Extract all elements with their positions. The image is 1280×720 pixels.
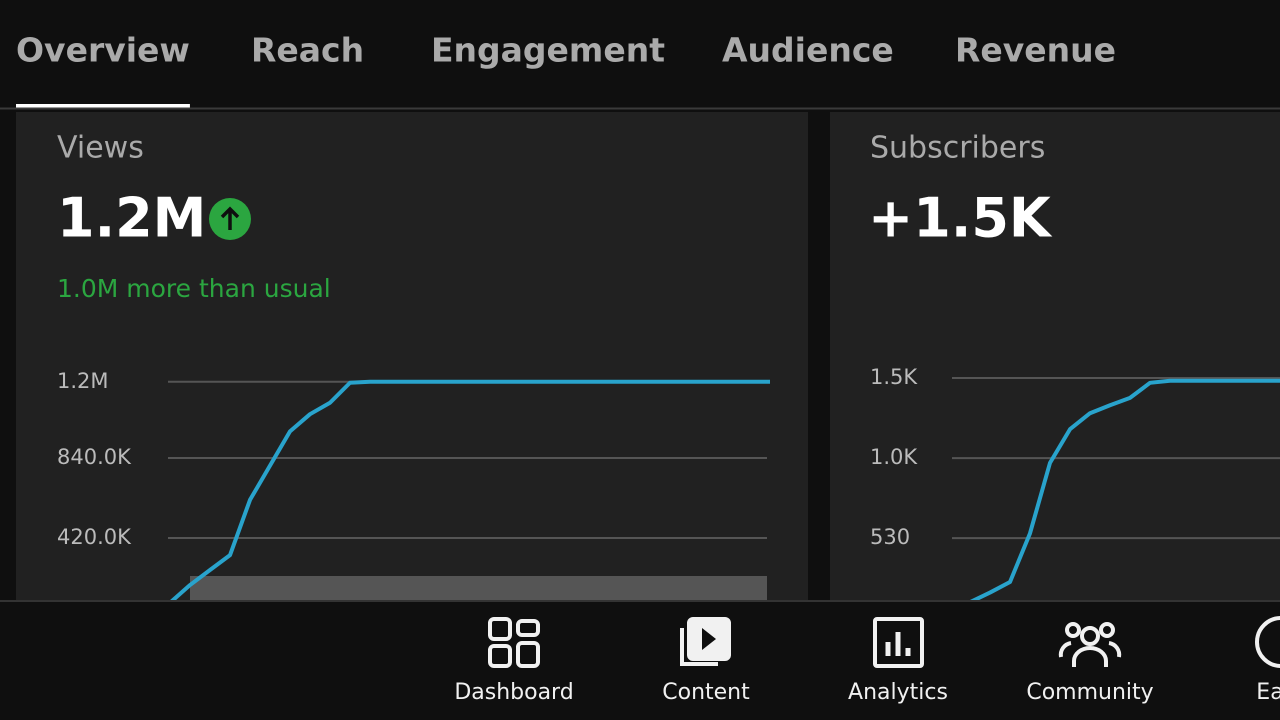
nav-icons [488, 616, 1280, 668]
y-tick-label: 1.0K [870, 445, 918, 469]
nav-label[interactable]: Community [1026, 680, 1153, 705]
views-card[interactable] [16, 112, 808, 612]
analytics-icon[interactable] [873, 617, 924, 668]
line [168, 379, 770, 605]
bottom-nav [0, 600, 1280, 720]
tab[interactable]: Reach [251, 31, 364, 70]
card-note: 1.0M more than usual [57, 274, 331, 303]
tab[interactable]: Engagement [431, 31, 665, 70]
y-tick-label: 420.0K [57, 525, 132, 549]
nav-label[interactable]: Analytics [848, 680, 948, 705]
trend-arrow [220, 206, 240, 230]
subscribers-card[interactable] [830, 112, 1280, 612]
tab-bar: Overview Reach Engagement Audience Revenue [16, 31, 1116, 109]
content-icon[interactable] [680, 617, 731, 666]
card-title: Subscribers [870, 131, 1045, 166]
y-tick-label: 1.5K [870, 365, 918, 389]
dashboard-icon[interactable] [488, 617, 540, 668]
nav-label[interactable]: Ea [1256, 680, 1280, 705]
community-icon[interactable] [1058, 622, 1122, 667]
nav-labels: Dashboard Content Analytics Community Ea [454, 680, 1280, 705]
tab[interactable]: Overview [16, 31, 190, 70]
tab[interactable]: Audience [722, 31, 894, 70]
y-tick-label: 530 [870, 525, 910, 549]
trend-icon [209, 198, 251, 240]
y-tick-label: 1.2M [57, 369, 109, 393]
nav-label[interactable]: Content [662, 680, 750, 705]
charts: 420.0K 840.0K 1.2M 530 1.0K 1.5K [57, 365, 1280, 605]
tab-indicator [16, 104, 190, 109]
tab[interactable]: Revenue [955, 31, 1116, 70]
earn-icon[interactable] [1255, 616, 1280, 668]
card-value: 1.2M [57, 187, 206, 250]
card-value: +1.5K [868, 187, 1053, 250]
y-tick-label: 840.0K [57, 445, 132, 469]
card-title: Views [57, 131, 144, 166]
nav-label[interactable]: Dashboard [454, 680, 573, 705]
line [969, 378, 1280, 604]
